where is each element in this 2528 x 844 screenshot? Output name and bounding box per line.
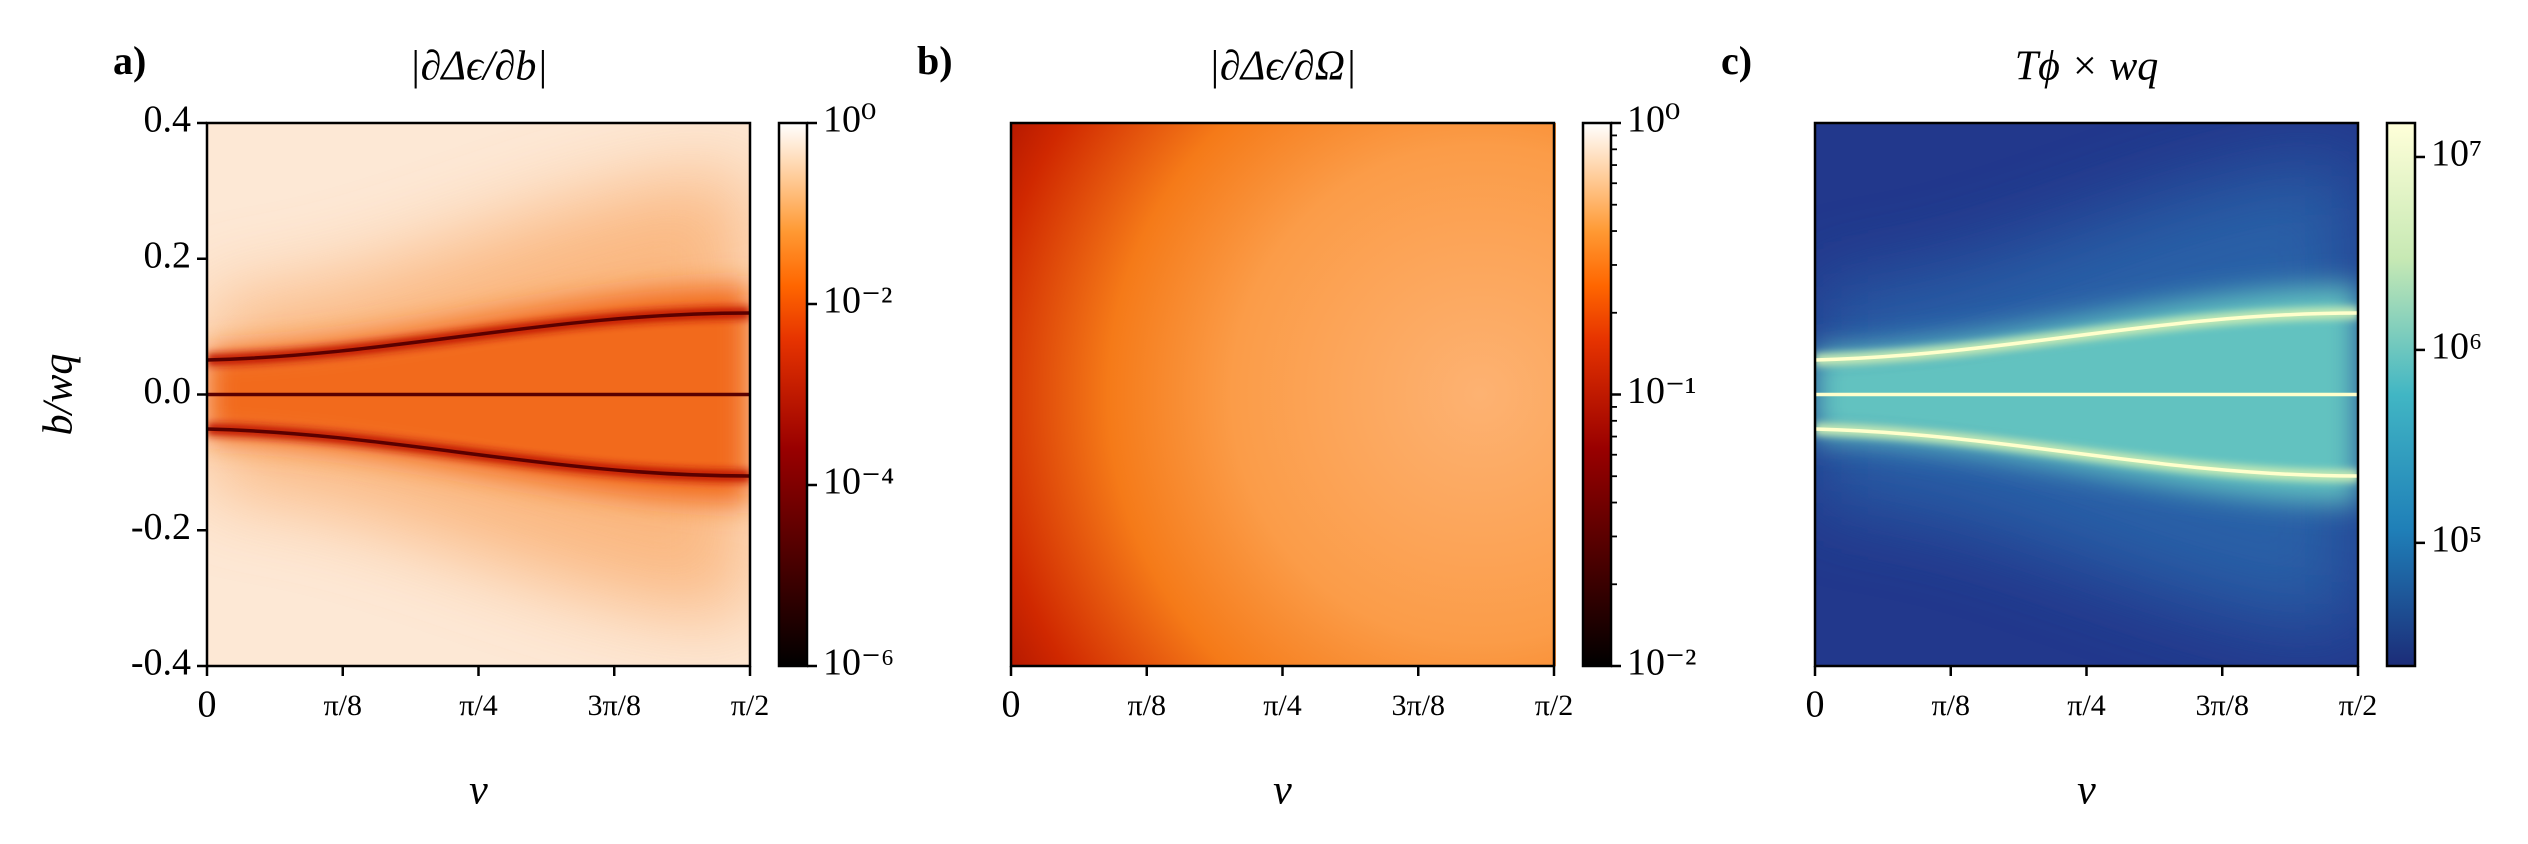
colorbar-tick-label: 10⁻² bbox=[1627, 642, 1696, 684]
x-axis-label: ν bbox=[1273, 768, 1292, 814]
x-axis-label: ν bbox=[469, 768, 488, 814]
x-tick-label: 3π/8 bbox=[2196, 689, 2249, 722]
x-tick-label: 3π/8 bbox=[588, 689, 641, 722]
x-tick-label: 0 bbox=[1002, 684, 1021, 726]
colorbar-tick-label: 10⁻⁶ bbox=[823, 642, 894, 684]
y-tick-label: 0.2 bbox=[144, 234, 192, 276]
y-tick-label: 0.0 bbox=[144, 370, 192, 412]
panel-label: b) bbox=[917, 38, 953, 83]
y-tick-label: -0.4 bbox=[131, 642, 191, 684]
chart-title: |∂Δϵ/∂b| bbox=[409, 44, 548, 90]
chart-title: |∂Δϵ/∂Ω| bbox=[1208, 44, 1356, 90]
colorbar-tick-label: 10⁷ bbox=[2431, 133, 2482, 175]
x-tick-label: 0 bbox=[1806, 684, 1825, 726]
colorbar-tick-label: 10⁻² bbox=[823, 280, 892, 322]
x-tick-label: π/4 bbox=[1263, 689, 1301, 722]
colorbar-tick-label: 10⁵ bbox=[2431, 519, 2482, 561]
colorbar bbox=[777, 121, 809, 668]
colorbar-tick-label: 10⁰ bbox=[1627, 99, 1680, 141]
colorbar bbox=[1581, 121, 1613, 668]
panel-label: a) bbox=[113, 38, 146, 83]
x-tick-label: π/2 bbox=[2339, 689, 2377, 722]
chart-title: Tϕ × wq bbox=[2015, 44, 2158, 90]
heatmap-image bbox=[1011, 123, 1556, 666]
colorbar-tick-label: 10⁰ bbox=[823, 99, 876, 141]
x-tick-label: π/4 bbox=[459, 689, 497, 722]
colorbar-tick-label: 10⁻¹ bbox=[1627, 370, 1696, 412]
x-tick-label: π/2 bbox=[1535, 689, 1573, 722]
colorbar bbox=[2385, 121, 2417, 668]
x-tick-label: 0 bbox=[198, 684, 217, 726]
panel-label: c) bbox=[1721, 38, 1752, 83]
y-axis-label: b/wq bbox=[36, 354, 82, 436]
colorbar-tick-label: 10⁻⁴ bbox=[823, 461, 894, 503]
x-tick-label: π/4 bbox=[2067, 689, 2105, 722]
x-tick-label: π/8 bbox=[324, 689, 362, 722]
x-tick-label: π/2 bbox=[731, 689, 769, 722]
colorbar-tick-label: 10⁶ bbox=[2431, 326, 2482, 368]
y-tick-label: 0.4 bbox=[144, 99, 192, 141]
y-tick-label: -0.2 bbox=[131, 506, 191, 548]
x-tick-label: π/8 bbox=[1128, 689, 1166, 722]
x-axis-label: ν bbox=[2077, 768, 2096, 814]
heatmap-image bbox=[1815, 123, 2358, 666]
x-tick-label: π/8 bbox=[1932, 689, 1970, 722]
heatmap-image bbox=[207, 123, 750, 666]
x-tick-label: 3π/8 bbox=[1392, 689, 1445, 722]
